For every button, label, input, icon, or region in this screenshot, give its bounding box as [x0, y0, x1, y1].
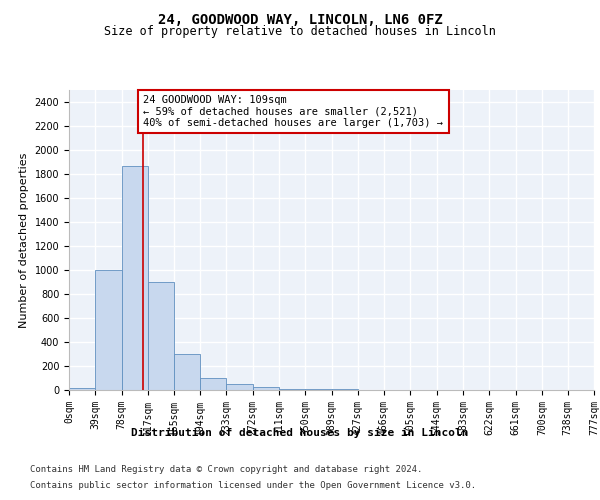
Text: Contains HM Land Registry data © Crown copyright and database right 2024.: Contains HM Land Registry data © Crown c…	[30, 466, 422, 474]
Text: Size of property relative to detached houses in Lincoln: Size of property relative to detached ho…	[104, 25, 496, 38]
Bar	[200, 378, 226, 390]
Bar	[253, 387, 279, 390]
Text: 24, GOODWOOD WAY, LINCOLN, LN6 0FZ: 24, GOODWOOD WAY, LINCOLN, LN6 0FZ	[158, 12, 442, 26]
Bar	[174, 354, 200, 390]
Text: 24 GOODWOOD WAY: 109sqm
← 59% of detached houses are smaller (2,521)
40% of semi: 24 GOODWOOD WAY: 109sqm ← 59% of detache…	[143, 95, 443, 128]
Bar	[226, 384, 253, 390]
Bar	[95, 270, 122, 390]
Bar	[279, 389, 305, 390]
Y-axis label: Number of detached properties: Number of detached properties	[19, 152, 29, 328]
Text: Distribution of detached houses by size in Lincoln: Distribution of detached houses by size …	[131, 428, 469, 438]
Bar	[69, 388, 95, 390]
Text: Contains public sector information licensed under the Open Government Licence v3: Contains public sector information licen…	[30, 480, 476, 490]
Bar	[148, 282, 174, 390]
Bar	[122, 166, 148, 390]
